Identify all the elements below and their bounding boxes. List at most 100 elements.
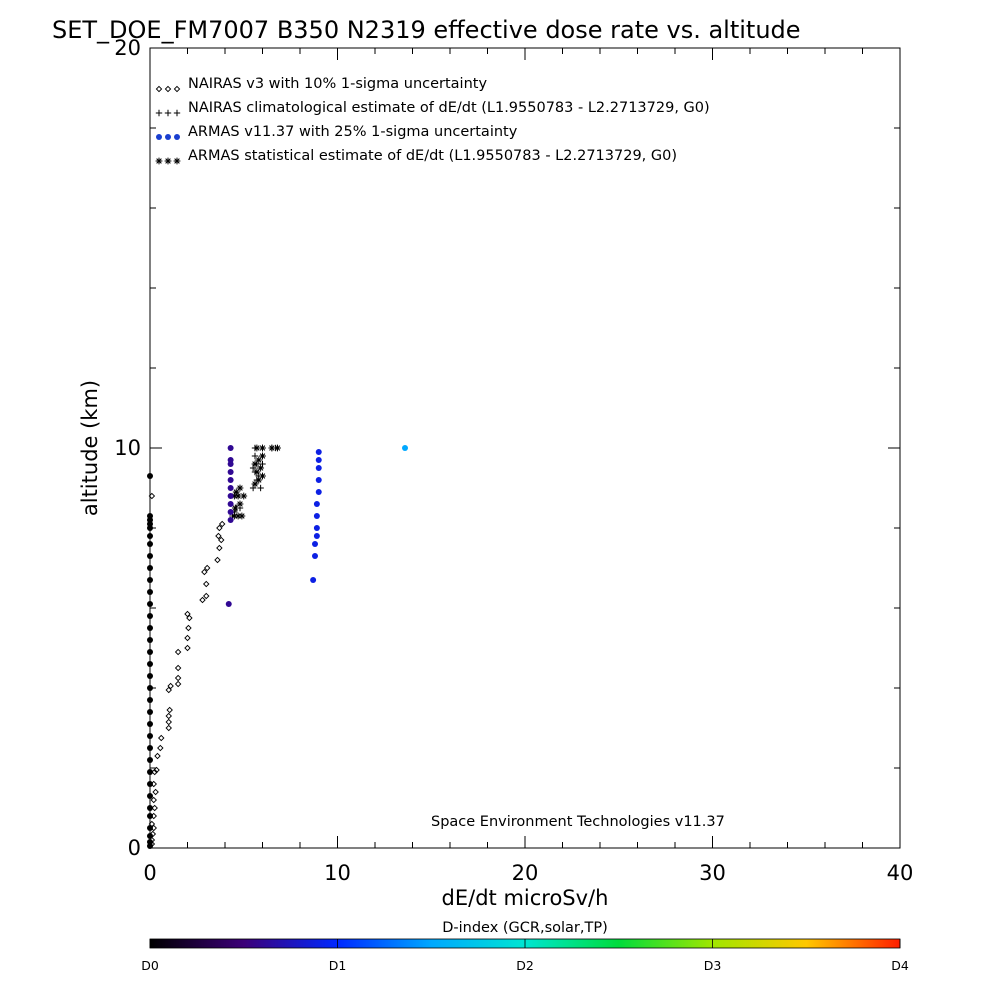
dot-point — [147, 673, 153, 679]
y-tick-label: 10 — [114, 436, 141, 460]
dot-point — [315, 457, 322, 463]
asterisk-point — [257, 464, 265, 472]
colorbar-tick-label: D3 — [704, 958, 722, 973]
diamond-point — [151, 804, 158, 812]
diamond-point — [215, 532, 222, 540]
x-tick-label: 20 — [512, 861, 539, 885]
dot-point — [147, 769, 153, 775]
diamond-point — [218, 520, 226, 528]
dot-point — [147, 805, 153, 811]
asterisk-point — [259, 452, 266, 460]
diamond-point — [174, 674, 182, 682]
dot-point — [225, 601, 232, 607]
diamond-point — [154, 752, 161, 760]
asterisk-point — [255, 456, 263, 464]
asterisk-point — [274, 444, 281, 452]
dot-point — [147, 833, 153, 839]
colorbar-tick-label: D2 — [516, 958, 534, 973]
dot-point — [310, 577, 317, 583]
legend-marker-asterisk — [173, 157, 181, 165]
diamond-point — [174, 680, 182, 688]
x-tick-label: 30 — [699, 861, 726, 885]
y-axis-label: altitude (km) — [78, 380, 102, 516]
dot-point — [312, 541, 318, 547]
diamond-point — [165, 718, 172, 726]
colorbar-tick-label: D1 — [329, 958, 347, 973]
asterisk-point — [236, 500, 244, 508]
diamond-point — [203, 592, 210, 600]
diamond-point — [216, 544, 223, 552]
diamond-point — [216, 524, 223, 532]
dot-point — [227, 445, 234, 451]
dot-point — [315, 489, 322, 495]
diamond-point — [201, 568, 208, 576]
diamond-point — [203, 580, 210, 588]
dot-point — [313, 525, 320, 531]
x-tick-label: 40 — [887, 861, 914, 885]
diamond-point — [153, 766, 160, 774]
dot-point — [147, 793, 153, 799]
diamond-point — [148, 492, 156, 500]
diamond-point — [218, 536, 225, 544]
asterisk-point — [240, 492, 248, 500]
dot-point — [147, 565, 153, 571]
x-tick-label: 10 — [324, 861, 351, 885]
asterisk-point — [253, 468, 261, 476]
x-tick-labels: 0 10 20 30 40 — [143, 861, 913, 885]
dot-point — [147, 513, 153, 519]
legend-marker-plus — [155, 109, 163, 117]
colorbar-ticks: D0 D1 D2 D3 D4 — [141, 939, 909, 973]
dot-point — [147, 661, 153, 667]
legend-marker-plus — [164, 109, 172, 117]
dot-point — [312, 553, 318, 559]
legend-label: ARMAS statistical estimate of dE/dt (L1.… — [188, 148, 677, 164]
diamond-point — [199, 596, 206, 604]
asterisk-point — [259, 472, 266, 480]
y-tick-label: 20 — [114, 36, 141, 60]
diamond-point — [174, 648, 182, 656]
dot-point — [227, 517, 234, 523]
data-points — [147, 444, 408, 849]
dot-point — [147, 473, 153, 479]
asterisk-point — [232, 488, 240, 496]
asterisk-point — [259, 444, 266, 452]
diamond-point — [158, 734, 165, 742]
axis-ticks — [149, 47, 901, 849]
legend: NAIRAS v3 with 10% 1-sigma uncertainty NA… — [155, 76, 710, 165]
dot-point — [147, 649, 153, 655]
colorbar-tick-label: D4 — [891, 958, 909, 973]
diamond-point — [203, 564, 211, 572]
diamond-point — [214, 556, 221, 564]
diamond-point — [165, 686, 172, 694]
dot-point — [227, 493, 234, 499]
dot-point — [227, 509, 234, 515]
plus-point — [251, 452, 259, 460]
dot-point — [315, 465, 322, 471]
legend-label: NAIRAS climatological estimate of dE/dt … — [188, 100, 710, 116]
dot-point — [147, 813, 153, 819]
dot-point — [402, 445, 408, 451]
dot-point — [147, 589, 153, 595]
annotation-credit: Space Environment Technologies v11.37 — [431, 814, 725, 830]
dot-point — [315, 449, 322, 455]
y-tick-label: 0 — [128, 836, 141, 860]
legend-marker-asterisk — [164, 157, 172, 165]
diamond-point — [174, 664, 182, 672]
legend-marker-asterisk — [155, 157, 163, 165]
diamond-point — [186, 614, 193, 622]
legend-marker-diamond — [173, 85, 181, 93]
dot-point — [147, 625, 153, 631]
x-tick-label: 0 — [143, 861, 156, 885]
legend-marker-dot — [174, 134, 180, 140]
diamond-point — [157, 744, 164, 752]
asterisk-point — [238, 512, 246, 520]
dot-point — [227, 485, 234, 491]
x-axis-label: dE/dt microSv/h — [442, 886, 609, 910]
dot-point — [147, 839, 153, 845]
diamond-point — [184, 610, 191, 618]
diamond-point — [151, 768, 158, 776]
dot-point — [227, 477, 234, 483]
dot-point — [147, 541, 153, 547]
dot-point — [147, 553, 153, 559]
